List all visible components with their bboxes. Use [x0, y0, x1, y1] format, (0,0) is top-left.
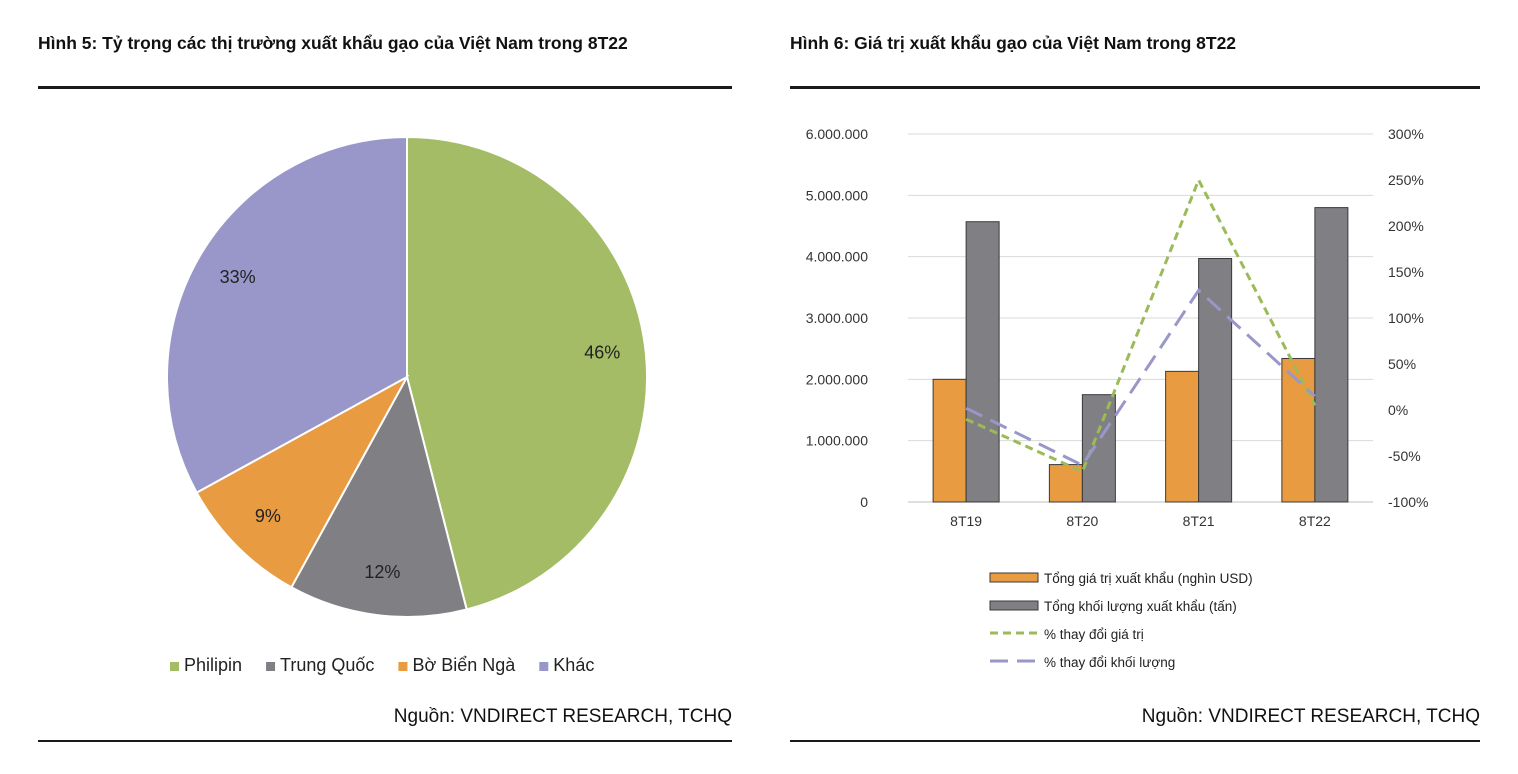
figure-5-title: Hình 5: Tỷ trọng các thị trường xuất khẩ…: [38, 33, 628, 53]
legend-swatch-tong-gia-tri-xuat-khau-nghin-usd: [989, 572, 1039, 583]
y-right-tick-label: 250%: [1388, 172, 1424, 188]
bar-tong-gia-tri-xuat-khau-nghin-usd-8t21: [1165, 370, 1200, 503]
x-tick-label: 8T22: [1299, 513, 1331, 529]
figure-6-top-rule: [790, 86, 1480, 89]
figure-5-bottom-rule: [38, 740, 732, 742]
pie-label-philipin: 46%: [584, 342, 620, 362]
pie-slice-bo-bien-nga: [195, 374, 410, 589]
pie-label-bo-bien-nga: 9%: [255, 506, 281, 526]
pie-slice-philipin: [406, 135, 648, 611]
y-left-tick-label: 2.000.000: [806, 371, 868, 387]
y-right-tick-label: 100%: [1388, 310, 1424, 326]
bar-tong-khoi-luong-xuat-khau-tan-8t20: [1081, 394, 1116, 503]
pie-slice-khac: [166, 135, 408, 494]
legend-label-thay-doi-khoi-luong: % thay đổi khối lượng: [1044, 655, 1175, 670]
figure-5-top-rule: [38, 86, 732, 89]
bar-tong-khoi-luong-xuat-khau-tan-8t21: [1198, 258, 1233, 503]
bar-tong-gia-tri-xuat-khau-nghin-usd-8t19: [932, 378, 967, 503]
x-tick-label: 8T21: [1183, 513, 1215, 529]
figure-6-title: Hình 6: Giá trị xuất khẩu gạo của Việt N…: [790, 33, 1237, 53]
x-tick-label: 8T19: [950, 513, 982, 529]
legend-swatch-tong-khoi-luong-xuat-khau-tan: [989, 600, 1039, 611]
legend-label-philipin: Philipin: [184, 655, 242, 675]
line-thay-doi-khoi-luong: [965, 288, 1316, 468]
pie-label-trung-quoc: 12%: [364, 562, 400, 582]
y-left-tick-label: 0: [860, 494, 868, 510]
y-right-tick-label: -50%: [1388, 448, 1421, 464]
y-right-tick-label: 300%: [1388, 126, 1424, 142]
legend-label-trung-quoc: Trung Quốc: [280, 655, 374, 675]
legend-label-tong-khoi-luong-xuat-khau-tan: Tổng khối lượng xuất khẩu (tấn): [1044, 599, 1237, 614]
legend-label-tong-gia-tri-xuat-khau-nghin-usd: Tổng giá trị xuất khẩu (nghìn USD): [1044, 571, 1253, 586]
x-tick-label: 8T20: [1066, 513, 1098, 529]
y-right-tick-label: 0%: [1388, 402, 1408, 418]
pie-slice-trung-quoc: [290, 374, 468, 618]
y-left-tick-label: 5.000.000: [806, 187, 868, 203]
figure-5-panel: Hình 5: Tỷ trọng các thị trường xuất khẩ…: [38, 0, 732, 774]
y-left-tick-label: 3.000.000: [806, 310, 868, 326]
pie-chart: 46% 12% 9% 33% Philipin Trung Quốc Bờ Biển Ngà…: [166, 135, 648, 675]
legend-label-khac: Khác: [553, 655, 594, 675]
y-right-tick-label: -100%: [1388, 494, 1428, 510]
figure-5-source: Nguồn: VNDIRECT RESEARCH, TCHQ: [393, 706, 732, 727]
bar-tong-gia-tri-xuat-khau-nghin-usd-8t22: [1281, 357, 1316, 503]
y-right-tick-label: 50%: [1388, 356, 1416, 372]
legend-swatch-philipin: [170, 662, 179, 671]
line-thay-doi-gia-tri: [965, 176, 1317, 474]
y-left-tick-label: 4.000.000: [806, 249, 868, 265]
y-left-tick-label: 1.000.000: [806, 433, 868, 449]
y-left-tick-label: 6.000.000: [806, 126, 868, 142]
legend-swatch-bo-bien-nga: [398, 662, 408, 671]
bar-tong-khoi-luong-xuat-khau-tan-8t22: [1314, 207, 1349, 503]
legend-swatch-trung-quoc: [266, 662, 276, 671]
figure-6-bottom-rule: [790, 740, 1480, 742]
y-right-tick-label: 150%: [1388, 264, 1424, 280]
figure-6-source: Nguồn: VNDIRECT RESEARCH, TCHQ: [1141, 706, 1480, 727]
figure-6-panel: Hình 6: Giá trị xuất khẩu gạo của Việt N…: [790, 0, 1480, 774]
pie-label-khac: 33%: [220, 267, 256, 287]
legend-label-thay-doi-gia-tri: % thay đổi giá trị: [1044, 627, 1144, 642]
bar-tong-khoi-luong-xuat-khau-tan-8t19: [965, 221, 1000, 503]
combo-chart: 0 1.000.000 2.000.000 3.000.000 4.000.000 5.0…: [806, 126, 1429, 670]
y-right-tick-label: 200%: [1388, 218, 1424, 234]
legend-swatch-khac: [539, 662, 549, 671]
legend-label-bo-bien-nga: Bờ Biển Ngà: [412, 655, 516, 675]
